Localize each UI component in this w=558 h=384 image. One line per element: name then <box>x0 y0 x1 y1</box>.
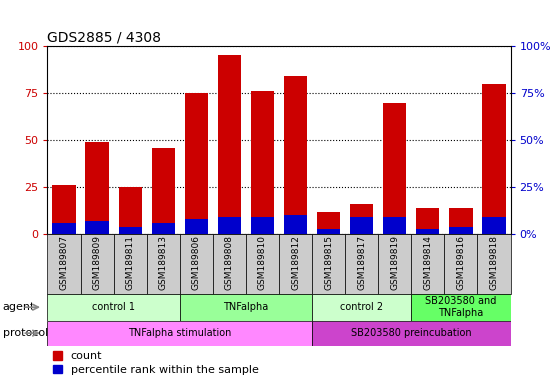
Bar <box>180 294 312 321</box>
Bar <box>416 228 440 234</box>
Bar <box>85 142 109 234</box>
Bar <box>279 234 312 294</box>
Bar <box>378 234 411 294</box>
Text: GSM189817: GSM189817 <box>357 235 366 290</box>
Bar <box>52 185 75 234</box>
Text: GSM189814: GSM189814 <box>424 235 432 290</box>
Bar <box>345 234 378 294</box>
Bar <box>152 223 175 234</box>
Text: GSM189812: GSM189812 <box>291 235 300 290</box>
Text: SB203580 and
TNFalpha: SB203580 and TNFalpha <box>425 296 497 318</box>
Bar <box>218 217 241 234</box>
Bar <box>47 234 80 294</box>
Bar <box>80 234 114 294</box>
Bar <box>284 215 307 234</box>
Bar <box>213 234 246 294</box>
Bar <box>317 212 340 234</box>
Text: GSM189815: GSM189815 <box>324 235 333 290</box>
Bar <box>147 234 180 294</box>
Bar <box>180 234 213 294</box>
Bar <box>350 204 373 234</box>
Bar <box>411 294 511 321</box>
Legend: count, percentile rank within the sample: count, percentile rank within the sample <box>53 351 259 375</box>
Text: agent: agent <box>3 302 35 312</box>
Bar <box>114 234 147 294</box>
Bar <box>312 294 411 321</box>
Bar <box>185 93 208 234</box>
Text: control 1: control 1 <box>92 302 135 312</box>
Bar <box>416 208 440 234</box>
Text: GSM189810: GSM189810 <box>258 235 267 290</box>
Bar <box>483 217 506 234</box>
Text: GSM189813: GSM189813 <box>158 235 168 290</box>
Text: protocol: protocol <box>3 328 48 338</box>
Bar <box>185 219 208 234</box>
Text: GSM189807: GSM189807 <box>60 235 69 290</box>
Bar <box>350 217 373 234</box>
Bar <box>47 294 180 321</box>
Bar <box>478 234 511 294</box>
Text: TNFalpha stimulation: TNFalpha stimulation <box>128 328 232 338</box>
Text: TNFalpha: TNFalpha <box>223 302 268 312</box>
Bar <box>52 223 75 234</box>
Text: GDS2885 / 4308: GDS2885 / 4308 <box>47 31 161 45</box>
Bar <box>449 227 473 234</box>
Text: SB203580 preincubation: SB203580 preincubation <box>351 328 472 338</box>
Bar <box>218 55 241 234</box>
Bar <box>118 227 142 234</box>
Bar <box>284 76 307 234</box>
Text: control 2: control 2 <box>340 302 383 312</box>
Bar <box>483 84 506 234</box>
Bar <box>118 187 142 234</box>
Bar <box>411 234 444 294</box>
Text: GSM189811: GSM189811 <box>126 235 134 290</box>
Bar <box>246 234 279 294</box>
Bar <box>251 217 274 234</box>
Text: GSM189806: GSM189806 <box>192 235 201 290</box>
Bar <box>152 148 175 234</box>
Text: GSM189818: GSM189818 <box>489 235 498 290</box>
Bar <box>317 228 340 234</box>
Bar <box>47 321 312 346</box>
Bar <box>312 234 345 294</box>
Bar <box>383 217 406 234</box>
Bar <box>449 208 473 234</box>
Text: GSM189808: GSM189808 <box>225 235 234 290</box>
Bar <box>312 321 511 346</box>
Bar <box>85 221 109 234</box>
Text: GSM189809: GSM189809 <box>93 235 102 290</box>
Bar <box>251 91 274 234</box>
Text: GSM189819: GSM189819 <box>390 235 400 290</box>
Text: GSM189816: GSM189816 <box>456 235 465 290</box>
Bar <box>444 234 478 294</box>
Bar <box>383 103 406 234</box>
